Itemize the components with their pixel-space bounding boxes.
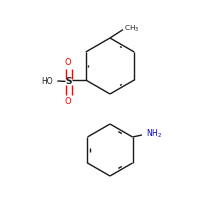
Text: S: S	[66, 77, 72, 86]
Text: NH$_2$: NH$_2$	[146, 128, 162, 140]
Text: O: O	[64, 97, 71, 106]
Text: O: O	[64, 58, 71, 67]
Text: CH$_3$: CH$_3$	[124, 24, 139, 34]
Text: HO: HO	[41, 76, 53, 86]
